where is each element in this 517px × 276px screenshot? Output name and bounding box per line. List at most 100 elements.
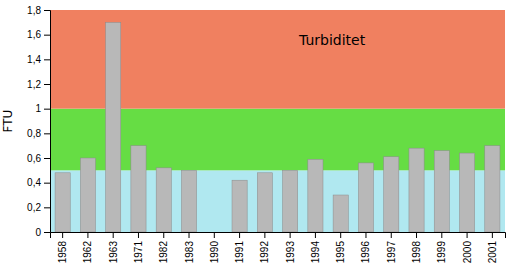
tick: 1998 (411, 232, 422, 263)
tick-mark (44, 207, 50, 208)
plot: 00,20,40,60,811,21,41,61,819581962196319… (1, 5, 506, 264)
bar (384, 157, 399, 232)
chart: 00,20,40,60,811,21,41,61,819581962196319… (0, 0, 517, 276)
bar (106, 22, 121, 232)
tick-label: 1 (35, 103, 41, 114)
tick: 0,8 (27, 128, 50, 139)
tick: 1,8 (27, 5, 50, 16)
tick-label: 0,6 (27, 153, 41, 164)
bar (460, 153, 475, 232)
tick: 0,6 (27, 153, 50, 164)
tick-mark (44, 35, 50, 36)
bar (485, 146, 500, 232)
y-axis-title: FTU (1, 110, 15, 133)
tick-label: 0,4 (27, 177, 41, 188)
tick-label: 1990 (209, 241, 220, 264)
tick-label: 0 (35, 227, 41, 238)
bar (333, 195, 348, 232)
y-axis: 0 0,2 0,4 0,6 0,8 1 1,2 1,4 1,6 1,8 (27, 5, 50, 238)
tick-mark (290, 232, 291, 238)
bar (283, 170, 298, 232)
bar (181, 170, 196, 232)
tick: 1971 (133, 232, 144, 263)
x-axis: 1958 1962 1963 1971 1982 1983 1990 1991 1992 1993… (51, 232, 506, 263)
tick: 1962 (82, 232, 93, 263)
tick-mark (163, 232, 164, 238)
tick-label: 1,8 (27, 5, 41, 16)
tick-mark (62, 232, 63, 238)
tick-mark (44, 59, 50, 60)
tick-label: 1983 (184, 241, 195, 264)
tick: 1996 (360, 232, 371, 263)
bar (232, 180, 247, 232)
tick: 1992 (259, 232, 270, 263)
bar (80, 158, 95, 232)
tick: 2000 (462, 232, 473, 263)
data-layer (50, 10, 505, 232)
tick: 1983 (184, 232, 195, 263)
tick: 1997 (386, 232, 397, 263)
tick-mark (44, 109, 50, 110)
bar (131, 146, 146, 232)
tick: 0,2 (27, 202, 50, 213)
tick: 1991 (234, 232, 245, 263)
bar (257, 173, 272, 232)
title: Turbiditet (298, 32, 366, 48)
tick-mark (113, 232, 114, 238)
tick: 1 (35, 103, 50, 114)
tick-label: 1997 (386, 241, 397, 264)
bar (434, 151, 449, 232)
tick: 1,4 (27, 54, 50, 65)
tick-label: 1994 (310, 241, 321, 264)
tick: 1995 (335, 232, 346, 263)
tick-label: 0,2 (27, 202, 41, 213)
tick-label: 1982 (158, 241, 169, 264)
tick-mark (365, 232, 366, 238)
tick: 1990 (209, 232, 220, 263)
tick-label: 1991 (234, 241, 245, 264)
tick-label: 1999 (436, 241, 447, 264)
tick: 2001 (487, 232, 498, 263)
tick-label: 1,4 (27, 54, 41, 65)
tick-mark (416, 232, 417, 238)
tick-mark (138, 232, 139, 238)
bar (358, 163, 373, 232)
bar (409, 148, 424, 232)
tick-label: 1995 (335, 241, 346, 264)
tick: 1958 (57, 232, 68, 263)
tick-mark (44, 158, 50, 159)
tick-mark (44, 183, 50, 184)
axis-domain (51, 233, 506, 239)
tick-mark (214, 232, 215, 238)
tick-mark (492, 232, 493, 238)
tick-label: 1962 (82, 241, 93, 264)
tick-mark (44, 232, 50, 233)
tick: 1,2 (27, 79, 50, 90)
tick-label: 1992 (259, 241, 270, 264)
tick: 1993 (285, 232, 296, 263)
bar (55, 173, 70, 232)
tick-label: 1,2 (27, 79, 41, 90)
tick-label: 1996 (360, 241, 371, 264)
tick-label: 1958 (57, 241, 68, 264)
tick-label: 2001 (487, 241, 498, 264)
tick-mark (467, 232, 468, 238)
tick-mark (44, 133, 50, 134)
tick-mark (264, 232, 265, 238)
tick-mark (44, 84, 50, 85)
tick: 0,4 (27, 177, 50, 188)
tick: 1,6 (27, 29, 50, 40)
tick-label: 1971 (133, 241, 144, 264)
tick-label: 1963 (108, 241, 119, 264)
tick-mark (44, 10, 50, 11)
tick: 1982 (158, 232, 169, 263)
axis-domain (44, 11, 51, 233)
tick-label: 1998 (411, 241, 422, 264)
bar (308, 159, 323, 232)
bar (156, 168, 171, 232)
tick-mark (441, 232, 442, 238)
tick-label: 0,8 (27, 128, 41, 139)
tick: 1994 (310, 232, 321, 263)
tick-mark (189, 232, 190, 238)
tick-label: 1,6 (27, 29, 41, 40)
